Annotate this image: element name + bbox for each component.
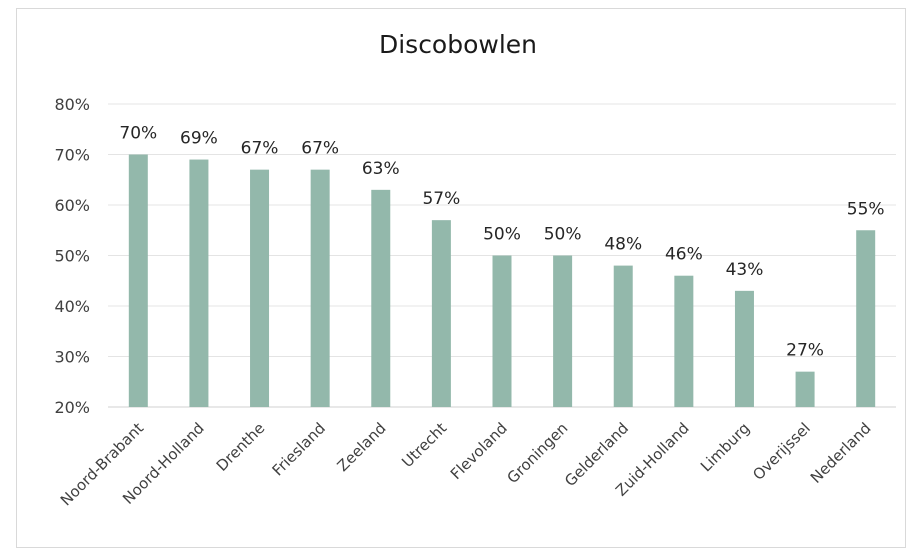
chart-title: Discobowlen [378,30,538,59]
x-tick-label: Drenthe [213,419,269,475]
bar [856,230,876,407]
x-tick-label: Flevoland [447,419,511,483]
bar [613,265,633,407]
data-label: 43% [726,260,764,280]
data-label: 50% [544,225,582,245]
x-tick-label: Utrecht [398,419,450,471]
y-tick-label: 80% [54,95,90,114]
data-labels: 70% 69% 67% 67% 63% 57% 50% 50% 48% 46% 43% 27% 55% [119,124,884,361]
data-label: 67% [241,139,279,159]
data-label: 50% [483,225,521,245]
bar [128,154,148,407]
y-tick-label: 20% [54,398,90,417]
bar [310,169,330,407]
bars [128,154,876,407]
y-axis-ticks: 20% 30% 40% 50% 60% 70% 80% [54,95,90,417]
y-tick-label: 50% [54,247,90,266]
data-label: 27% [786,341,824,361]
bar [795,371,815,407]
data-label: 69% [180,129,218,149]
bar [189,159,209,407]
x-tick-label: Overijssel [749,419,814,484]
y-tick-label: 70% [54,146,90,165]
bar [492,255,512,407]
data-label: 46% [665,245,703,265]
bar [553,255,573,407]
y-tick-label: 40% [54,297,90,316]
x-tick-label: Friesland [269,419,329,479]
y-tick-label: 30% [54,348,90,367]
data-label: 70% [119,124,157,144]
y-tick-label: 60% [54,196,90,215]
chart-frame [16,8,906,548]
bar [734,290,754,407]
x-tick-label: Limburg [697,419,753,475]
data-label: 48% [604,235,642,255]
data-label: 67% [301,139,339,159]
data-label: 57% [422,189,460,209]
bar [674,275,694,407]
bar [371,189,391,407]
data-label: 63% [362,159,400,179]
x-tick-label: Nederland [807,419,875,487]
bar [250,169,270,407]
data-label: 55% [847,199,885,219]
x-tick-label: Zeeland [334,419,390,475]
bar [431,220,451,407]
